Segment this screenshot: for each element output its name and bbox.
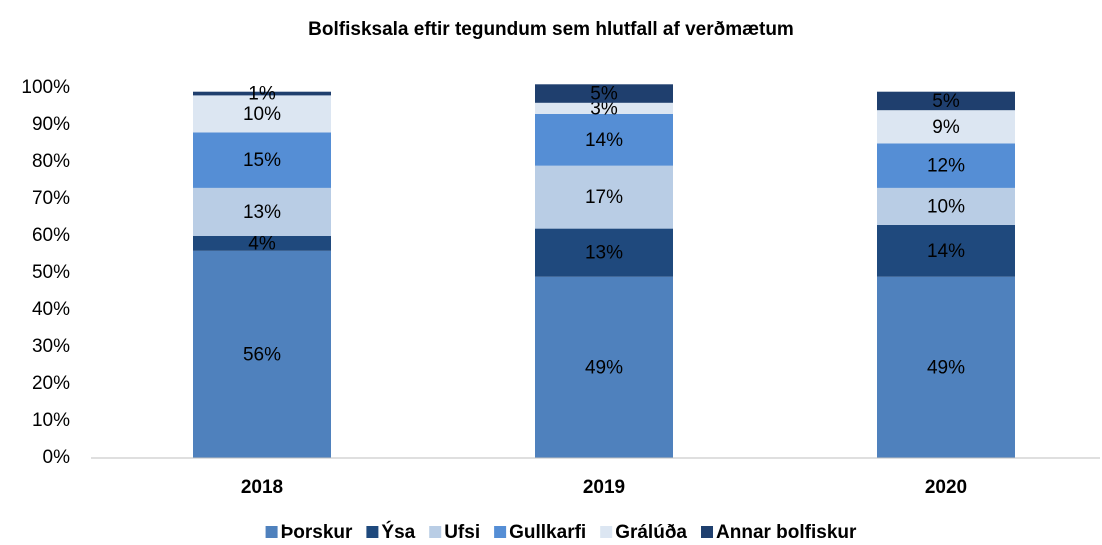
data-label: 13%	[585, 243, 623, 264]
legend-label: Annar bolfiskur	[716, 522, 857, 543]
legend-label: Ufsi	[444, 522, 480, 543]
data-label: 10%	[927, 196, 965, 217]
data-label: 14%	[927, 241, 965, 262]
data-label: 5%	[590, 84, 618, 105]
data-label: 12%	[927, 156, 965, 177]
y-tick-label: 60%	[32, 225, 70, 246]
legend-swatch	[366, 526, 379, 538]
bar-segment	[877, 187, 1015, 225]
data-label: 3%	[590, 98, 618, 119]
legend-swatch	[265, 526, 278, 538]
x-tick-label: 2020	[925, 477, 967, 498]
y-tick-label: 50%	[32, 262, 70, 283]
bar-segment	[535, 113, 673, 166]
bar-segment	[535, 276, 673, 458]
data-label: 9%	[932, 117, 960, 138]
legend-label: Ýsa	[381, 521, 415, 543]
data-label: 49%	[927, 357, 965, 378]
y-tick-label: 90%	[32, 114, 70, 135]
data-label: 14%	[585, 130, 623, 151]
data-label: 13%	[243, 202, 281, 223]
y-tick-label: 30%	[32, 336, 70, 357]
bar-segment	[877, 224, 1015, 277]
data-label: 17%	[585, 187, 623, 208]
data-label: 4%	[248, 233, 276, 254]
y-tick-label: 40%	[32, 299, 70, 320]
data-label: 10%	[243, 104, 281, 125]
chart-title: Bolfisksala eftir tegundum sem hlutfall …	[308, 19, 794, 40]
legend-swatch	[701, 526, 714, 538]
y-tick-label: 70%	[32, 188, 70, 209]
bar-segment	[535, 84, 673, 103]
bar-segment	[193, 91, 331, 96]
legend-swatch	[429, 526, 442, 538]
legend: Þorskur Ýsa Ufsi Gullkarfi Grálúða Annar bolf…	[265, 521, 857, 543]
x-tick-label: 2018	[241, 477, 283, 498]
y-tick-label: 100%	[21, 77, 70, 98]
legend-label: Grálúða	[615, 522, 687, 543]
bar-segment	[877, 91, 1015, 111]
bar-segment	[535, 102, 673, 114]
bar-segment	[877, 110, 1015, 144]
data-label: 56%	[243, 344, 281, 365]
bar-segment	[535, 165, 673, 229]
legend-swatch	[494, 526, 507, 538]
y-tick-label: 80%	[32, 151, 70, 172]
legend-swatch	[600, 526, 613, 538]
bar-segment	[877, 276, 1015, 458]
bar-segment	[193, 132, 331, 188]
y-tick-label: 0%	[43, 447, 71, 468]
legend-label: Þorskur	[281, 522, 353, 543]
data-label: 1%	[248, 84, 276, 105]
bar-segment	[193, 250, 331, 458]
y-tick-label: 20%	[32, 373, 70, 394]
y-tick-label: 10%	[32, 410, 70, 431]
bar-segment	[193, 95, 331, 133]
bar-segment	[193, 236, 331, 251]
x-tick-label: 2019	[583, 477, 625, 498]
legend-label: Gullkarfi	[509, 522, 586, 543]
data-label: 5%	[932, 91, 960, 112]
bar-segment	[877, 143, 1015, 188]
data-label: 15%	[243, 150, 281, 171]
bar-segment	[193, 187, 331, 236]
bar-segment	[535, 228, 673, 277]
data-label: 49%	[585, 357, 623, 378]
